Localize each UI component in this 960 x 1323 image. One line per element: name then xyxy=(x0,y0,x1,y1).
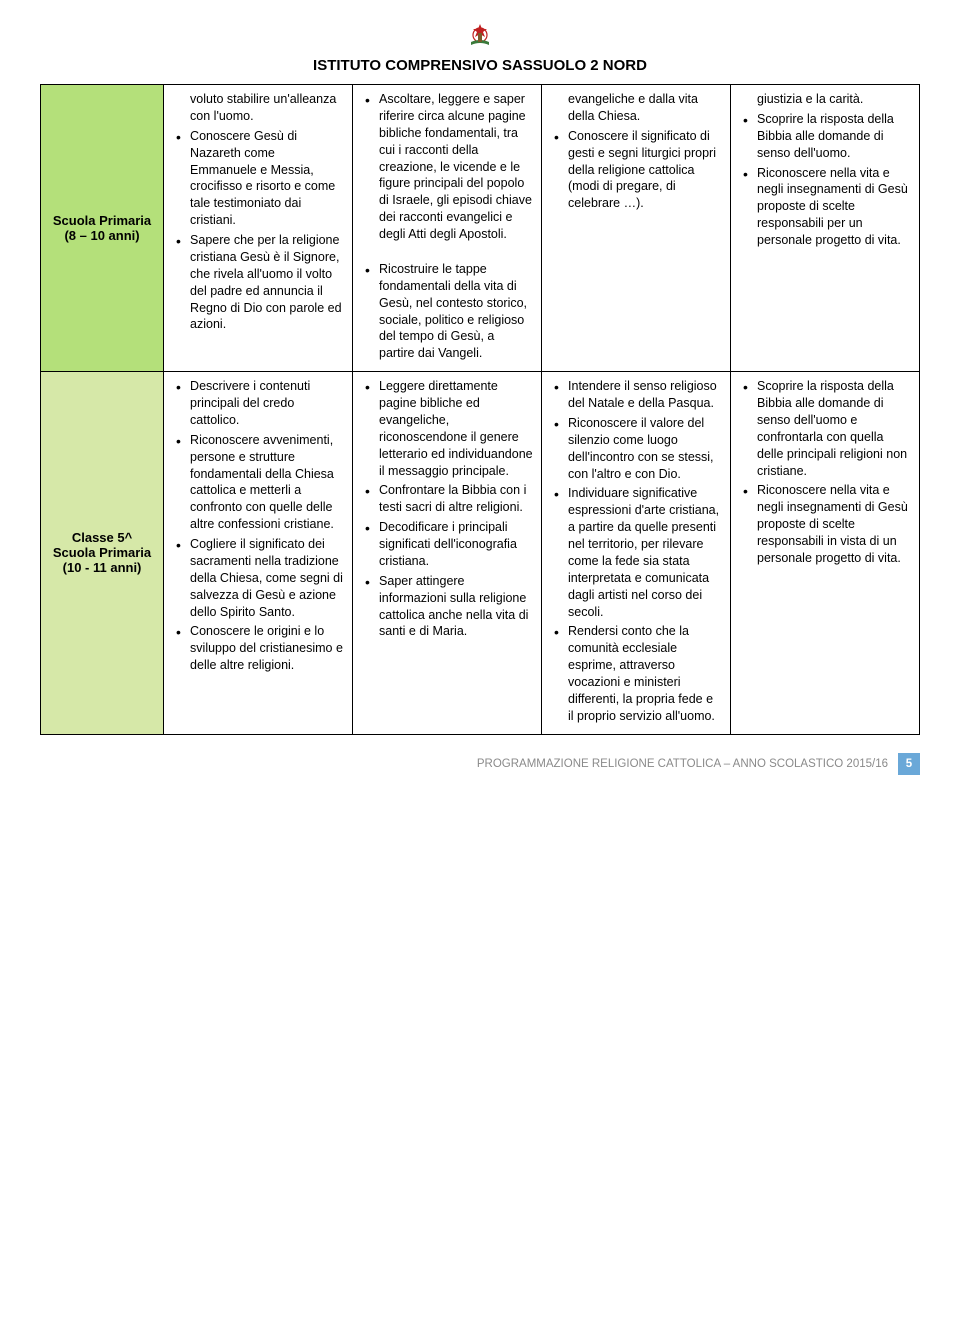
list-item: Conoscere le origini e lo sviluppo del c… xyxy=(172,623,344,674)
bullet-list: voluto stabilire un'alleanza con l'uomo.… xyxy=(172,91,344,333)
list-item: Leggere direttamente pagine bibliche ed … xyxy=(361,378,533,479)
list-item: Conoscere Gesù di Nazareth come Emmanuel… xyxy=(172,128,344,229)
footer-text: PROGRAMMAZIONE RELIGIONE CATTOLICA – ANN… xyxy=(477,758,888,770)
list-item: Conoscere il significato di gesti e segn… xyxy=(550,128,722,212)
list-item: Scoprire la risposta della Bibbia alle d… xyxy=(739,378,911,479)
content-cell: Ascoltare, leggere e saper riferire circ… xyxy=(353,85,542,372)
bullet-list: Scoprire la risposta della Bibbia alle d… xyxy=(739,378,911,567)
page-footer: PROGRAMMAZIONE RELIGIONE CATTOLICA – ANN… xyxy=(40,753,920,775)
bullet-list: Leggere direttamente pagine bibliche ed … xyxy=(361,378,533,640)
document-header-title: ISTITUTO COMPRENSIVO SASSUOLO 2 NORD xyxy=(40,57,920,74)
row-header: Scuola Primaria(8 – 10 anni) xyxy=(41,85,164,372)
list-item: Riconoscere nella vita e negli insegname… xyxy=(739,482,911,566)
list-item: giustizia e la carità. xyxy=(739,91,911,108)
list-item: Cogliere il significato dei sacramenti n… xyxy=(172,536,344,620)
list-item: Intendere il senso religioso del Natale … xyxy=(550,378,722,412)
bullet-list: Descrivere i contenuti principali del cr… xyxy=(172,378,344,674)
list-item: Individuare significative espressioni d'… xyxy=(550,485,722,620)
content-cell: voluto stabilire un'alleanza con l'uomo.… xyxy=(164,85,353,372)
list-item: voluto stabilire un'alleanza con l'uomo. xyxy=(172,91,344,125)
list-item: Riconoscere nella vita e negli insegname… xyxy=(739,165,911,249)
content-cell: Intendere il senso religioso del Natale … xyxy=(542,372,731,735)
list-item: Saper attingere informazioni sulla relig… xyxy=(361,573,533,641)
list-item: Ascoltare, leggere e saper riferire circ… xyxy=(361,91,533,243)
list-item: evangeliche e dalla vita della Chiesa. xyxy=(550,91,722,125)
list-item: Rendersi conto che la comunità ecclesial… xyxy=(550,623,722,724)
page-number: 5 xyxy=(898,753,920,775)
curriculum-table: Scuola Primaria(8 – 10 anni)voluto stabi… xyxy=(40,84,920,735)
list-item: Descrivere i contenuti principali del cr… xyxy=(172,378,344,429)
bullet-list: Ascoltare, leggere e saper riferire circ… xyxy=(361,91,533,362)
row-header: Classe 5^Scuola Primaria(10 - 11 anni) xyxy=(41,372,164,735)
list-item: Sapere che per la religione cristiana Ge… xyxy=(172,232,344,333)
bullet-list: giustizia e la carità. Scoprire la rispos… xyxy=(739,91,911,249)
bullet-list: Intendere il senso religioso del Natale … xyxy=(550,378,722,725)
content-cell: Leggere direttamente pagine bibliche ed … xyxy=(353,372,542,735)
content-cell: Descrivere i contenuti principali del cr… xyxy=(164,372,353,735)
list-item: Ricostruire le tappe fondamentali della … xyxy=(361,261,533,362)
content-cell: Scoprire la risposta della Bibbia alle d… xyxy=(731,372,920,735)
italian-emblem-icon xyxy=(40,20,920,53)
list-item: Scoprire la risposta della Bibbia alle d… xyxy=(739,111,911,162)
list-item: Confrontare la Bibbia con i testi sacri … xyxy=(361,482,533,516)
bullet-list: evangeliche e dalla vita della Chiesa.Co… xyxy=(550,91,722,212)
list-item: Decodificare i principali significati de… xyxy=(361,519,533,570)
content-cell: evangeliche e dalla vita della Chiesa.Co… xyxy=(542,85,731,372)
list-item: Riconoscere avvenimenti, persone e strut… xyxy=(172,432,344,533)
table-row: Classe 5^Scuola Primaria(10 - 11 anni)De… xyxy=(41,372,920,735)
list-item: Riconoscere il valore del silenzio come … xyxy=(550,415,722,483)
content-cell: giustizia e la carità. Scoprire la rispos… xyxy=(731,85,920,372)
table-row: Scuola Primaria(8 – 10 anni)voluto stabi… xyxy=(41,85,920,372)
